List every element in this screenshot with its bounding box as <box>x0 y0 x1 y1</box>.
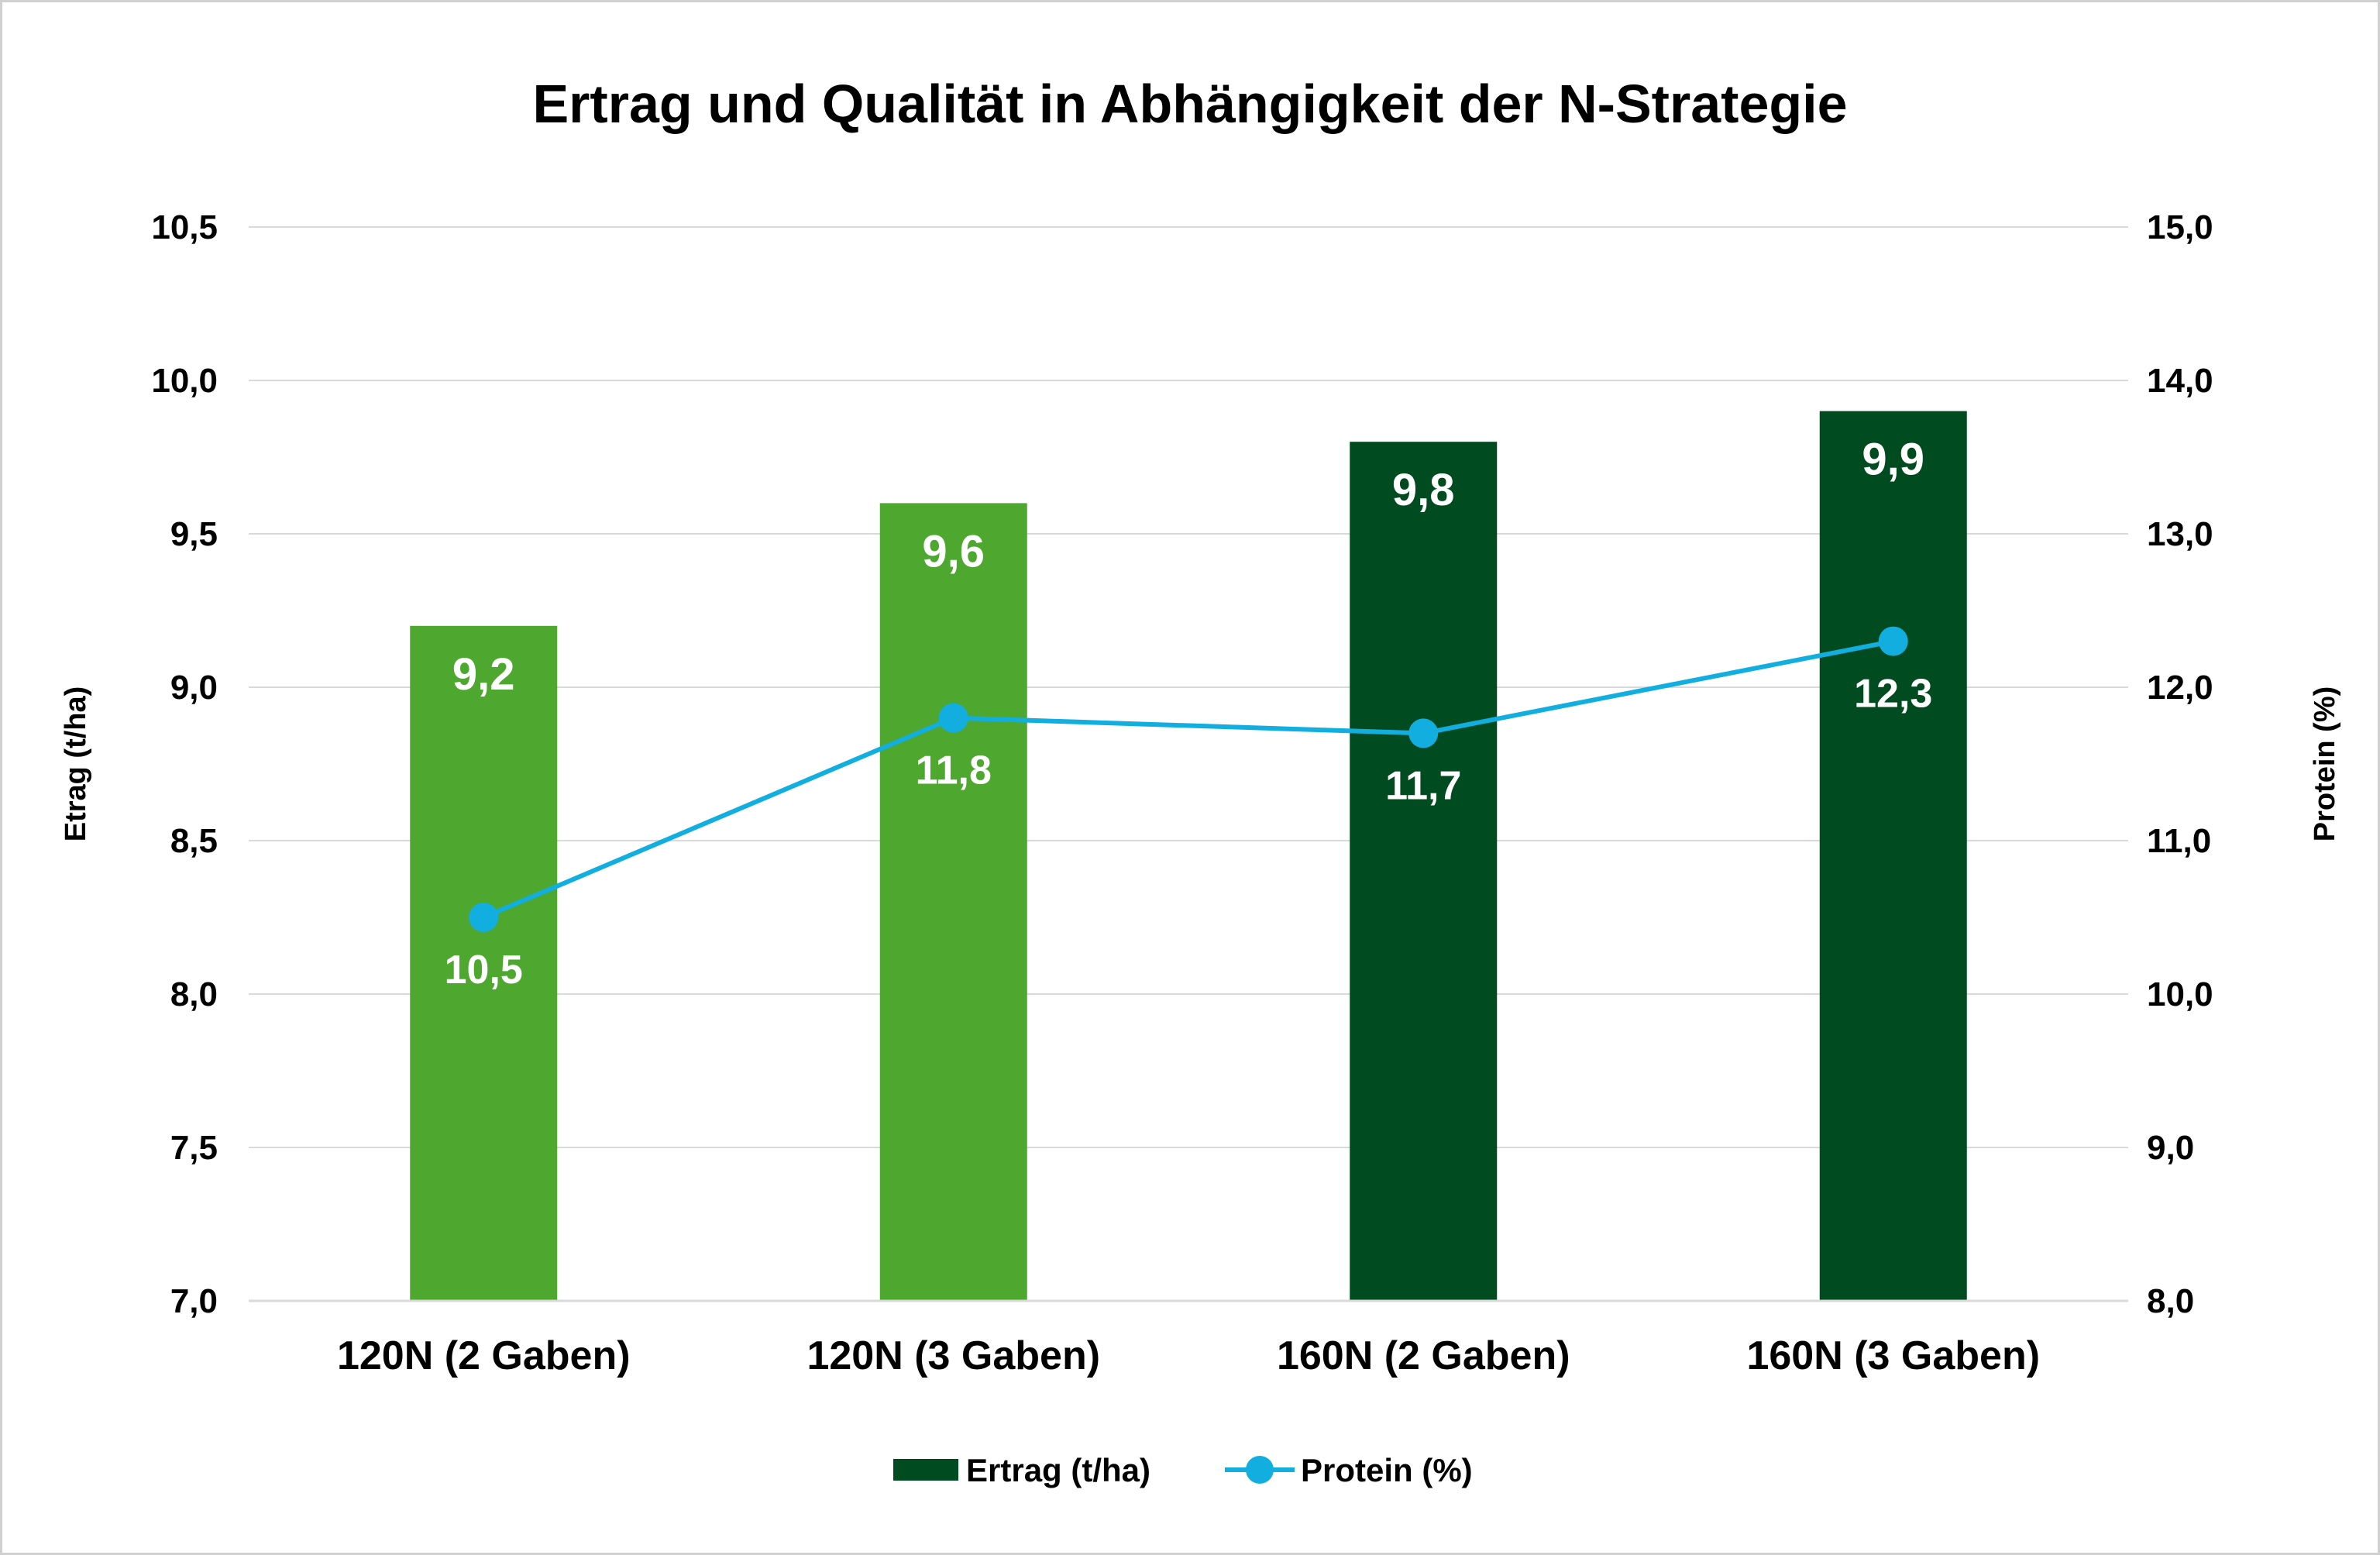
right-tick-label: 14,0 <box>2147 362 2213 400</box>
gridlines <box>249 226 2128 1302</box>
protein-marker <box>938 703 968 733</box>
protein-marker <box>1878 626 1908 656</box>
legend-label-protein: Protein (%) <box>1301 1452 1473 1488</box>
bar-data-label: 9,9 <box>1862 435 1924 485</box>
bar-data-label: 9,8 <box>1392 465 1455 515</box>
right-tick-label: 10,0 <box>2147 975 2213 1013</box>
left-axis-title: Etrag (t/ha) <box>60 686 92 842</box>
left-tick-label: 7,0 <box>170 1282 218 1320</box>
protein-marker <box>469 903 499 932</box>
right-tick-label: 15,0 <box>2147 208 2213 246</box>
left-axis: 7,0 7,5 8,0 8,5 9,0 9,5 10,0 10,5 <box>151 208 218 1320</box>
category-axis: 120N (2 Gaben) 120N (3 Gaben) 160N (2 Gabe… <box>249 1299 2128 1378</box>
left-tick-label: 10,0 <box>151 362 218 400</box>
left-tick-label: 9,5 <box>170 515 218 553</box>
left-tick-label: 10,5 <box>151 208 218 246</box>
bar <box>1350 442 1498 1302</box>
right-tick-label: 13,0 <box>2147 515 2213 553</box>
right-axis: 8,0 9,0 10,0 11,0 12,0 13,0 14,0 15,0 <box>2147 208 2213 1320</box>
bar-data-label: 9,2 <box>452 649 515 700</box>
right-axis-title: Protein (%) <box>2309 686 2341 842</box>
bar-data-label: 9,6 <box>922 526 985 576</box>
chart-title: Ertrag und Qualität in Abhängigkeit der … <box>532 74 1847 134</box>
legend-label-ertrag: Ertrag (t/ha) <box>966 1452 1150 1488</box>
bar <box>410 625 558 1301</box>
right-tick-label: 9,0 <box>2147 1129 2194 1167</box>
category-label: 120N (3 Gaben) <box>807 1333 1100 1378</box>
bar <box>879 503 1027 1301</box>
left-tick-label: 7,5 <box>170 1129 218 1167</box>
category-label: 120N (2 Gaben) <box>337 1333 631 1378</box>
left-tick-label: 9,0 <box>170 669 218 707</box>
right-tick-label: 8,0 <box>2147 1282 2194 1320</box>
protein-data-label: 10,5 <box>445 948 523 993</box>
protein-data-label: 11,7 <box>1385 763 1461 808</box>
category-label: 160N (2 Gaben) <box>1277 1333 1570 1378</box>
protein-data-label: 12,3 <box>1854 672 1932 717</box>
legend-swatch-ertrag <box>893 1459 958 1481</box>
protein-line <box>483 638 1894 920</box>
left-tick-label: 8,5 <box>170 822 218 860</box>
legend-marker-protein <box>1246 1456 1274 1484</box>
protein-marker <box>1408 718 1439 748</box>
protein-data-label: 11,8 <box>916 748 992 793</box>
legend: Ertrag (t/ha) Protein (%) <box>893 1452 1473 1488</box>
right-tick-label: 12,0 <box>2147 669 2213 707</box>
line-series: 10,5 11,8 11,7 12,3 <box>445 626 1932 993</box>
category-label: 160N (3 Gaben) <box>1746 1333 2040 1378</box>
right-tick-label: 11,0 <box>2147 822 2211 860</box>
left-tick-label: 8,0 <box>170 975 218 1013</box>
bar <box>1819 411 1967 1301</box>
bar-series: 9,2 9,6 9,8 9,9 <box>410 411 1967 1302</box>
